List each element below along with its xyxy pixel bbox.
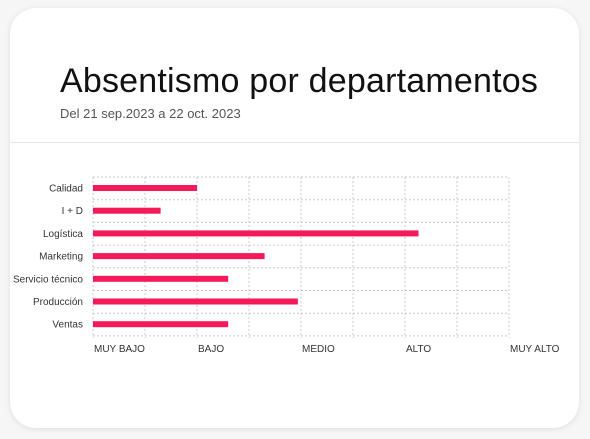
category-label: Marketing <box>39 252 83 263</box>
x-tick-label: BAJO <box>198 344 224 355</box>
bar-servicio-técnico <box>93 275 229 282</box>
category-label: Producción <box>33 297 83 308</box>
bar-producción <box>93 298 298 305</box>
bar-calidad <box>93 185 197 191</box>
page-title: Absentismo por departamentos <box>60 62 539 100</box>
bar-marketing <box>93 253 265 260</box>
bar-chart: Calidad I + D Logística Marketing Servicio t… <box>13 176 560 356</box>
bar-ventas <box>93 321 229 328</box>
x-tick-label: MUY ALTO <box>510 344 560 355</box>
x-tick-label: ALTO <box>406 344 431 355</box>
x-tick-label: MEDIO <box>302 344 335 355</box>
category-label: Servicio técnico <box>13 274 83 285</box>
chart-card: Absentismo por departamentos Del 21 sep.… <box>10 8 579 428</box>
category-label: Calidad <box>49 184 83 195</box>
bar-logística <box>93 230 419 237</box>
category-label: I + D <box>62 206 83 217</box>
date-range-subtitle: Del 21 sep.2023 a 22 oct. 2023 <box>60 106 241 121</box>
category-label: Logística <box>43 229 83 240</box>
header-divider <box>10 142 579 143</box>
x-tick-label: MUY BAJO <box>94 344 145 355</box>
category-label: Ventas <box>52 320 83 331</box>
chart-bars <box>93 185 419 328</box>
bar-i-d <box>93 207 161 214</box>
chart-labels: Calidad I + D Logística Marketing Servicio t… <box>13 184 560 356</box>
